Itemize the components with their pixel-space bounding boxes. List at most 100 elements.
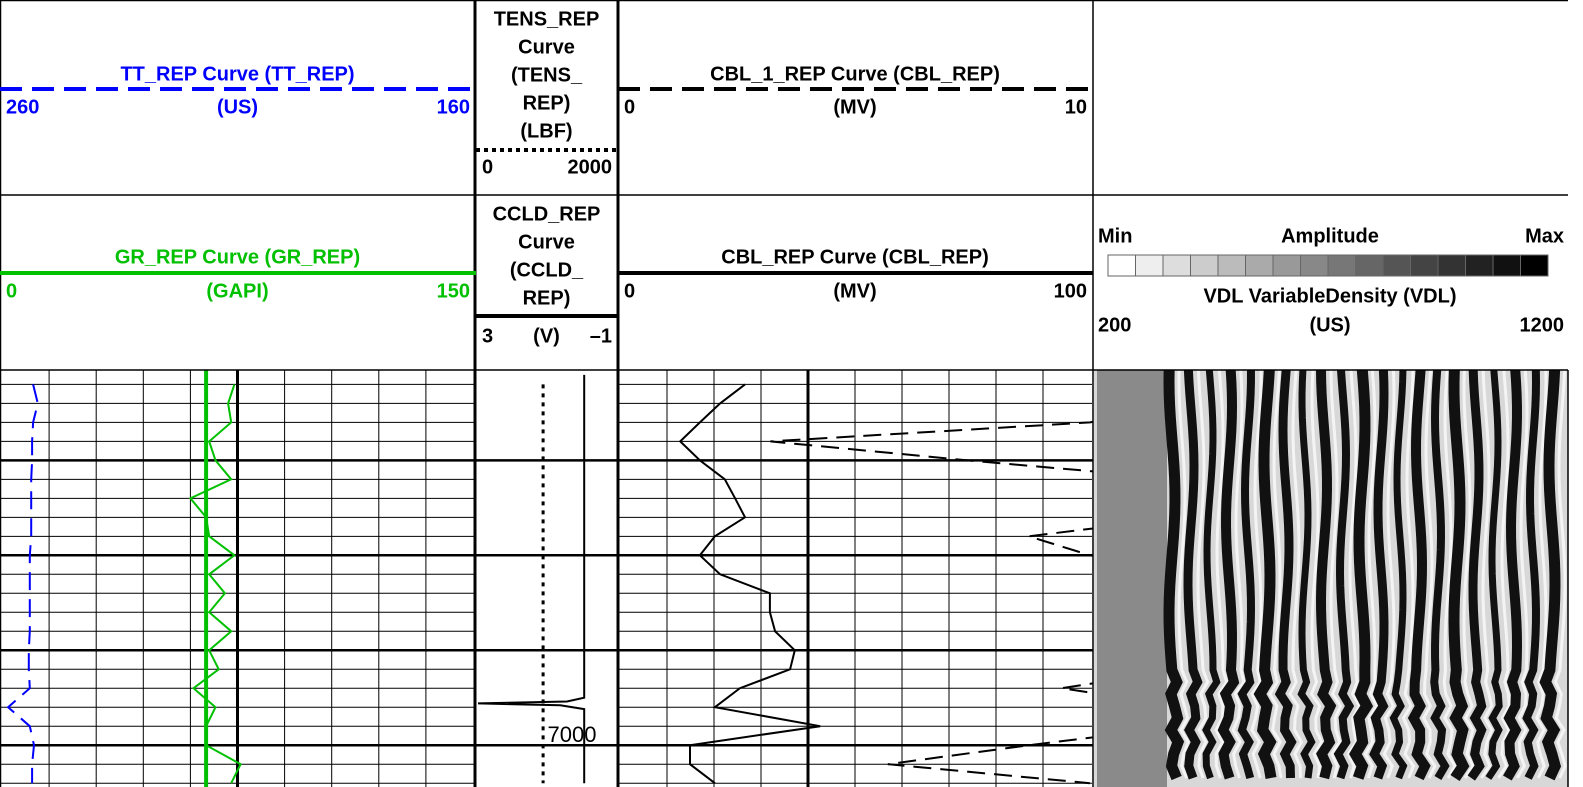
vdl-stripe-light [1535,370,1548,779]
colorbar-max: Max [1525,225,1564,247]
colorbar-cell [1272,254,1301,277]
vdl-scale-label: 200 [1098,314,1131,336]
scale-label: 2000 [568,156,613,178]
log-body: 7000 [0,370,1568,787]
vdl-stripe-light [1231,370,1246,779]
curve-group [678,383,821,784]
vdl-stripe [1389,370,1408,780]
curve [477,374,586,784]
curve-title: (TENS_ [511,64,583,86]
vdl-stripe [1539,370,1562,781]
vdl-stripe-light [1442,370,1457,779]
curve-group [188,370,242,787]
colorbar-cell [1355,254,1384,277]
curve [188,384,242,784]
vdl-stripe [1448,370,1470,782]
vdl-image [1094,370,1568,787]
curve-unit: (MV) [833,280,876,302]
header: TT_REP Curve (TT_REP) (US) 260 160 GR_REP Cu… [0,8,1564,347]
scale-label: 160 [437,96,470,118]
scale-label: –1 [590,325,612,347]
vdl-stripe [1253,370,1277,779]
scale-label: 0 [624,280,635,302]
scale-label: 150 [437,280,470,302]
vdl-stripe [1407,370,1431,781]
vdl-stripe [1522,370,1541,780]
vdl-stripe [1333,370,1355,780]
vdl-stripe-light [1250,370,1263,779]
vdl-stripe-light [1480,370,1494,779]
vdl-stripe-light [1309,370,1324,779]
scale-label: 3 [482,325,493,347]
colorbar-label: Amplitude [1281,225,1379,247]
vdl-stripe-light [1329,370,1343,779]
vdl-band [1097,370,1167,787]
colorbar-cell [1437,254,1466,277]
vdl-stripe-light [1268,370,1283,779]
curve-unit: (US) [217,96,258,118]
curve-unit: (MV) [833,96,876,118]
vdl-stripe-light [1401,370,1416,779]
vdl-stripe-light [1346,370,1362,779]
vdl-stripe [1202,370,1221,780]
vdl-stripe [1217,370,1240,780]
vdl-stripe-light [1516,370,1529,779]
vdl-stripe [1503,370,1523,781]
curve-unit: (GAPI) [206,280,268,302]
curve-title: TENS_REP [494,8,600,30]
colorbar-cell [1465,254,1494,277]
curve-group [477,374,586,784]
vdl-stripe [1349,370,1374,780]
curve-title: GR_REP Curve (GR_REP) [115,246,360,268]
scale-label: 100 [1054,280,1087,302]
vdl-stripe [1316,370,1337,780]
curve-title: CBL_REP Curve (CBL_REP) [721,246,988,268]
vdl-stripe [1163,370,1185,781]
colorbar-cell [1382,254,1411,277]
colorbar-cell [1245,254,1274,277]
depth-label: 7000 [548,722,597,747]
curve-unit: (LBF) [520,120,572,142]
scale-label: 260 [6,96,39,118]
vdl-stripe [1297,370,1316,779]
vdl-stripe-light [1288,370,1304,779]
vdl-unit: (US) [1309,314,1350,336]
vdl-stripe-light [1462,370,1475,779]
curve-title: (CCLD_ [510,259,584,281]
curve [6,384,39,784]
scale-label: 0 [624,96,635,118]
vdl-stripe [1485,370,1503,780]
curve-title: REP) [523,287,571,309]
curve-title: CBL_1_REP Curve (CBL_REP) [710,63,1000,85]
colorbar-min: Min [1098,225,1132,247]
colorbar-cell [1410,254,1439,277]
vdl-stripe-light [1214,370,1229,779]
vdl-stripe-light [1382,370,1396,779]
vdl-stripe-light [1196,370,1210,779]
colorbar-cell [1217,254,1246,277]
vdl-stripe-light [1363,370,1379,779]
vdl-stripe [1430,370,1450,781]
vdl-stripe [1274,370,1297,779]
curve-title: CCLD_REP [493,203,601,225]
vdl-stripe [1237,370,1255,780]
colorbar-cell [1135,254,1164,277]
vdl-stripe [1369,370,1389,780]
curve-title: REP) [523,92,571,114]
vdl-title: VDL VariableDensity (VDL) [1203,285,1456,307]
colorbar-cell [1162,254,1191,277]
colorbar-cell [1492,254,1521,277]
curve-title: Curve [518,36,575,58]
vdl-scale-label: 1200 [1520,314,1565,336]
curve-title: Curve [518,231,575,253]
vdl-stripe-light [1177,370,1190,779]
vdl-stripe-light [1497,370,1511,779]
scale-label: 0 [482,156,493,178]
colorbar-cell [1520,254,1549,277]
curve-unit: (V) [533,325,560,347]
scale-label: 10 [1065,96,1087,118]
colorbar-cell [1300,254,1329,277]
curve [678,383,821,784]
